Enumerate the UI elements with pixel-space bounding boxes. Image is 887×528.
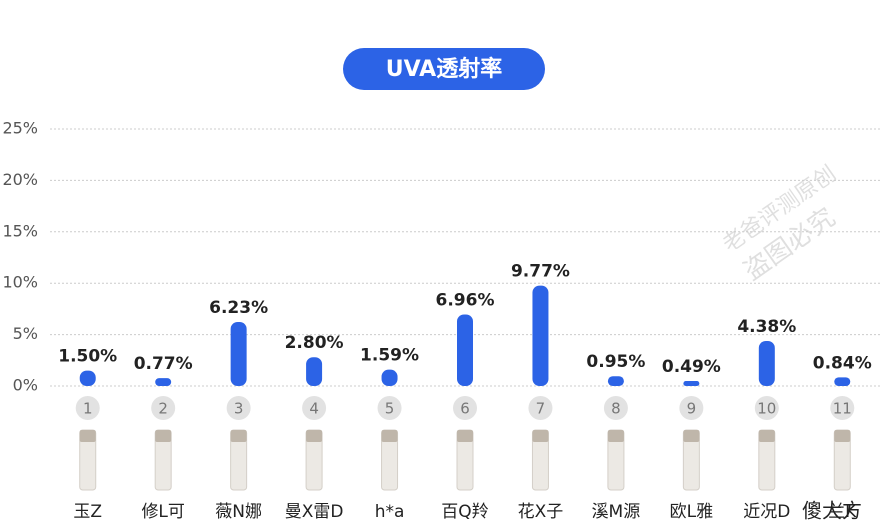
x-tick-label: 修L可 xyxy=(141,502,184,522)
y-tick-label: 15% xyxy=(2,221,38,240)
bar xyxy=(306,357,323,386)
y-tick-label: 20% xyxy=(2,170,38,189)
product-cap xyxy=(457,430,473,442)
bar xyxy=(607,376,624,386)
x-tick-label: 花X子 xyxy=(518,502,564,522)
number-badge xyxy=(151,396,176,420)
item-number: 10 xyxy=(757,400,776,418)
number-badge xyxy=(453,396,477,420)
x-tick-label: 欧L雅 xyxy=(670,502,713,522)
item-number: 3 xyxy=(234,400,244,418)
bar xyxy=(230,321,247,386)
number-badge xyxy=(302,396,327,420)
x-tick-label: 薇N娜 xyxy=(215,502,262,522)
y-tick-label: 5% xyxy=(13,324,38,343)
product-cap xyxy=(381,430,398,442)
product-cap xyxy=(683,430,700,442)
x-tick-label: 百Q羚 xyxy=(441,502,488,522)
bar xyxy=(834,377,851,386)
bar xyxy=(155,378,172,386)
number-badge xyxy=(226,396,251,420)
y-tick-label: 0% xyxy=(13,376,38,395)
item-number: 11 xyxy=(833,400,852,418)
value-label: 0.77% xyxy=(134,354,193,374)
x-tick-label: 近况D xyxy=(743,502,790,522)
title-pill xyxy=(343,48,545,90)
item-number: 9 xyxy=(687,400,697,418)
y-tick-label: 10% xyxy=(2,273,38,292)
number-badge xyxy=(830,396,855,420)
number-badge xyxy=(528,396,553,420)
bar xyxy=(79,370,96,386)
product-cap xyxy=(79,430,96,442)
item-number: 7 xyxy=(536,400,546,418)
bar xyxy=(683,380,700,386)
number-badge xyxy=(679,396,704,420)
watermark: 傻大方 xyxy=(802,499,862,523)
bar xyxy=(457,314,473,386)
value-label: 0.84% xyxy=(813,353,872,373)
number-badge xyxy=(603,396,628,420)
bar xyxy=(532,285,549,386)
item-number: 8 xyxy=(611,400,621,418)
value-label: 2.80% xyxy=(285,333,344,353)
item-number: 5 xyxy=(385,400,395,418)
item-number: 6 xyxy=(460,400,470,418)
x-tick-label: 玉Z xyxy=(73,502,102,522)
value-label: 6.23% xyxy=(209,298,268,318)
item-number: 2 xyxy=(158,400,168,418)
value-label: 9.77% xyxy=(511,262,570,282)
value-label: 0.49% xyxy=(662,357,721,377)
value-label: 4.38% xyxy=(737,317,796,337)
bar xyxy=(758,340,775,386)
product-cap xyxy=(607,430,624,442)
x-tick-label: 兰K xyxy=(828,502,857,522)
value-label: 6.96% xyxy=(436,290,495,310)
item-number: 4 xyxy=(309,400,319,418)
product-cap xyxy=(758,430,775,442)
product-cap xyxy=(155,430,172,442)
chart-title: UVA透射率 xyxy=(386,56,502,82)
y-tick-label: 25% xyxy=(2,119,38,138)
number-badge xyxy=(377,396,402,420)
value-label: 1.59% xyxy=(360,346,419,366)
product-cap xyxy=(532,430,549,442)
x-tick-label: 溪M源 xyxy=(592,502,641,522)
product-cap xyxy=(306,430,323,442)
x-tick-label: h*a xyxy=(375,502,405,522)
item-number: 1 xyxy=(83,400,93,418)
number-badge xyxy=(75,396,100,420)
value-label: 1.50% xyxy=(58,347,117,367)
product-cap xyxy=(230,430,247,442)
value-label: 0.95% xyxy=(586,352,645,372)
x-tick-label: 曼X雷D xyxy=(285,502,344,522)
bar xyxy=(381,369,398,386)
number-badge xyxy=(754,396,779,420)
product-cap xyxy=(834,430,851,442)
